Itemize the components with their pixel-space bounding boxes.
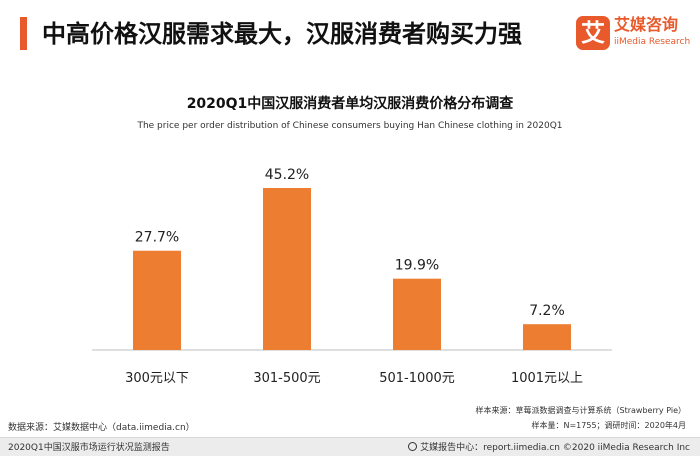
bar [133,250,181,350]
chart-subtitle: The price per order distribution of Chin… [137,121,563,131]
page-title: 中高价格汉服需求最大，汉服消费者购买力强 [42,20,522,48]
category-label: 501-1000元 [379,371,455,386]
logo-mark-icon: 艾 [576,16,610,50]
bar-value-label: 7.2% [529,303,565,319]
category-label: 1001元以上 [511,371,583,386]
bar-value-label: 19.9% [395,258,439,274]
bar [393,278,441,350]
data-source: 数据来源：艾媒数据中心（data.iimedia.cn） [8,423,195,433]
footer-right: 艾媒报告中心：report.iimedia.cn ©2020 iiMedia R… [408,440,690,453]
iimedia-logo: 艾 艾媒咨询 iiMedia Research [576,14,692,58]
sample-source-note: 样本来源：草莓派数据调查与计算系统（Strawberry Pie） [475,406,686,415]
footer: 2020Q1中国汉服市场运行状况监测报告 艾媒报告中心：report.iimed… [0,437,700,456]
category-label: 300元以下 [125,371,189,386]
category-label: 301-500元 [253,371,320,386]
logo-name-en: iiMedia Research [614,37,691,47]
globe-icon [408,442,418,451]
report-site: 艾媒报告中心：report.iimedia.cn [420,443,561,453]
chart-title: 2020Q1中国汉服消费者单均汉服消费价格分布调查 [186,96,514,112]
bar [263,188,311,350]
copyright: ©2020 iiMedia Research Inc [562,443,690,453]
report-name: 2020Q1中国汉服市场运行状况监测报告 [8,443,170,453]
bar-value-label: 27.7% [135,230,179,246]
bar-value-label: 45.2% [265,167,309,183]
bar [523,324,571,350]
header: 中高价格汉服需求最大，汉服消费者购买力强 艾 艾媒咨询 iiMedia Rese… [0,0,700,70]
sample-size-note: 样本量：N=1755；调研时间：2020年4月 [531,421,687,430]
logo-name-cn: 艾媒咨询 [614,15,679,34]
title-accent-bar [20,17,27,50]
